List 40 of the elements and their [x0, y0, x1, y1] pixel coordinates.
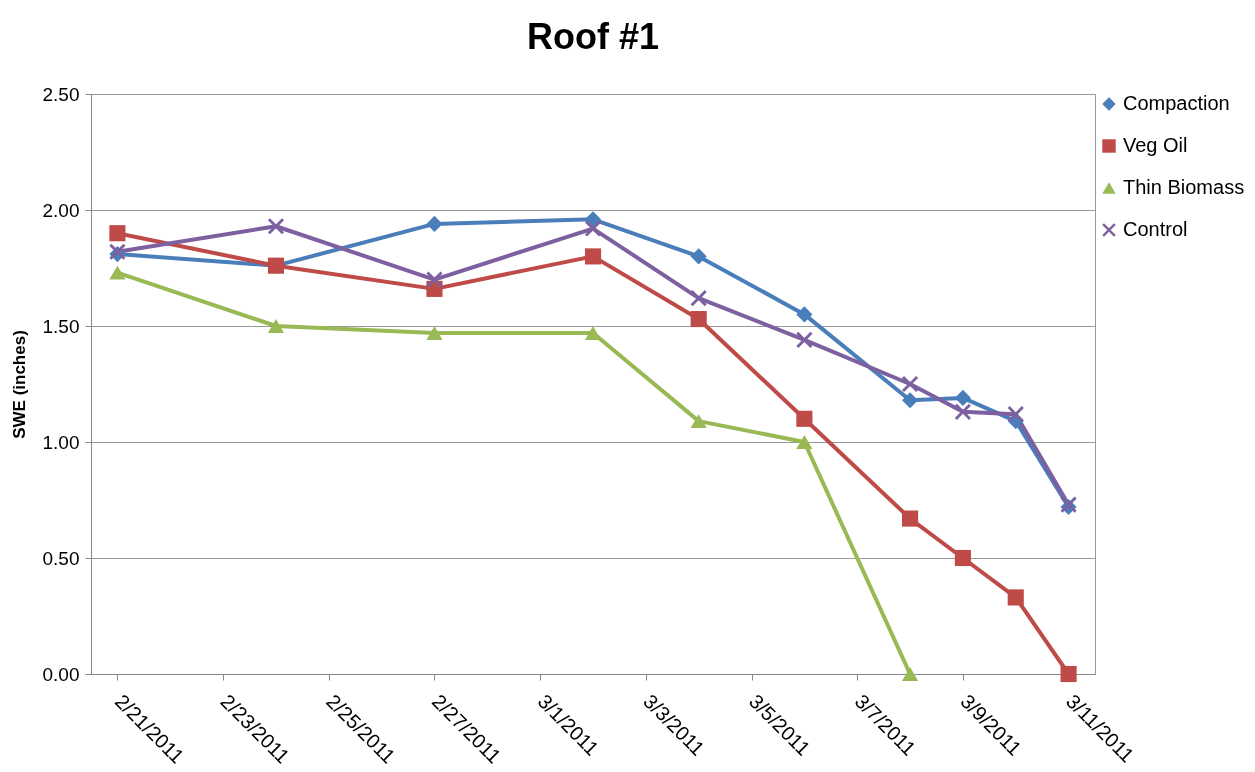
y-tick-label: 2.00	[42, 199, 80, 221]
point	[426, 215, 443, 232]
y-axis-title: SWE (inches)	[9, 330, 29, 439]
y-tick-label: 1.50	[42, 315, 80, 337]
y-tick-label: 2.50	[42, 83, 80, 105]
point	[109, 265, 126, 280]
point	[796, 435, 813, 449]
point	[584, 211, 602, 228]
point	[584, 220, 602, 237]
point	[426, 325, 443, 340]
point	[267, 319, 285, 333]
legend-label: Veg Oil	[1123, 134, 1188, 156]
point	[954, 403, 971, 420]
point	[901, 667, 919, 681]
point	[1060, 665, 1077, 683]
point	[954, 389, 971, 406]
point	[954, 549, 971, 567]
point	[426, 271, 443, 288]
point	[690, 310, 707, 328]
point	[690, 290, 707, 307]
point	[1007, 406, 1024, 423]
point	[1007, 589, 1024, 606]
point	[901, 392, 919, 409]
legend-label: Compaction	[1123, 92, 1230, 114]
point	[267, 218, 285, 235]
y-tick-label: 0.50	[42, 547, 80, 569]
point	[690, 414, 707, 429]
legend-label: Control	[1123, 218, 1188, 240]
point	[796, 331, 813, 348]
point	[584, 248, 602, 265]
legend-label: Thin Biomass	[1123, 176, 1245, 198]
point	[690, 248, 707, 265]
y-tick-label: 1.00	[42, 431, 80, 453]
chart-title: Roof #1	[526, 16, 660, 57]
point	[901, 510, 919, 527]
point	[901, 375, 919, 393]
point	[796, 410, 813, 427]
point	[109, 225, 126, 242]
point	[796, 306, 813, 323]
y-tick-label: 0.00	[42, 663, 80, 685]
